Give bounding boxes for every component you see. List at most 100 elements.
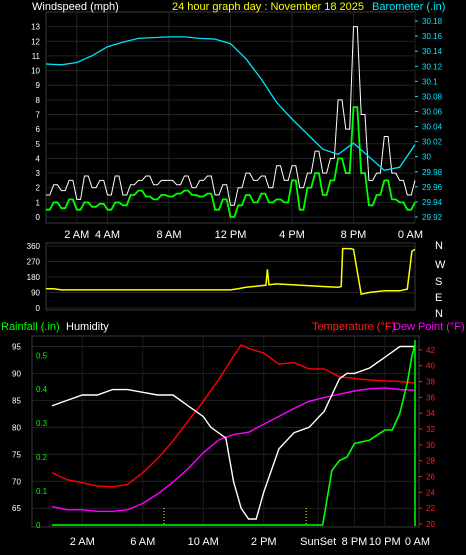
wind-direction-grid: [46, 245, 415, 309]
temperature-axis-label: Temperature (°F): [312, 321, 395, 333]
temperature-tick-label: 38: [426, 378, 435, 387]
barometer-tick-label: 30.02: [422, 138, 443, 147]
rain-x-tick-label: 8 PM: [342, 536, 368, 548]
dew-point-axis-label: Dew Point (°F): [393, 321, 465, 333]
rain-humidity-frame: [31, 335, 420, 528]
humidity-tick-label: 75: [12, 450, 21, 459]
wind-gust-line: [46, 26, 416, 206]
barometer-tick-label: 30.14: [422, 47, 443, 56]
compass-label: S: [435, 276, 442, 288]
humidity-axis: 65 70 75 80 85 90 95: [12, 342, 21, 513]
rain-x-axis: 2 AM 6 AM 10 AM 2 PM SunSet 8 PM 10 PM 0 AM: [70, 536, 430, 548]
wind-x-tick-label: 4 AM: [95, 229, 120, 241]
temperature-tick-label: 36: [426, 393, 435, 402]
direction-tick-label: 90: [31, 289, 40, 298]
rainfall-tick-label: 0.5: [36, 351, 48, 360]
rainfall-tick-label: 0.3: [36, 419, 48, 428]
windspeed-tick-label: 2: [36, 184, 41, 193]
barometer-line: [45, 36, 416, 171]
wind-x-tick-label: 0 AM: [398, 229, 423, 241]
direction-tick-label: 360: [27, 242, 41, 251]
rainfall-tick-label: 0.2: [36, 453, 48, 462]
rainfall-tick-label: 0.4: [36, 385, 48, 394]
humidity-axis-label: Humidity: [66, 321, 109, 333]
humidity-line: [51, 345, 415, 520]
windspeed-tick-label: 4: [36, 154, 41, 163]
compass-label: W: [435, 259, 446, 271]
rain-x-tick-label: SunSet: [300, 536, 336, 548]
rain-x-tick-label: 2 AM: [70, 536, 95, 548]
rainfall-tick-label: 0: [36, 521, 41, 530]
windspeed-tick-label: 10: [31, 67, 40, 76]
windspeed-tick-label: 6: [36, 125, 41, 134]
humidity-tick-label: 90: [12, 369, 21, 378]
barometer-tick-label: 30.04: [422, 123, 443, 132]
humidity-tick-label: 80: [12, 423, 21, 432]
dew-point-line: [51, 387, 416, 512]
windspeed-tick-label: 12: [31, 37, 40, 46]
rain-humidity-series: [51, 340, 416, 526]
temperature-tick-label: 20: [426, 520, 435, 529]
barometer-tick-label: 30: [422, 153, 431, 162]
graph-title: 24 hour graph day : November 18 2025: [172, 1, 364, 13]
wind-barometer-series: [45, 26, 416, 218]
direction-tick-label: 0: [36, 304, 41, 313]
rainfall-line: [52, 344, 416, 526]
rain-x-tick-label: 0 AM: [405, 536, 430, 548]
humidity-tick-label: 65: [12, 504, 21, 513]
barometer-tick-label: 29.98: [422, 168, 443, 177]
wind-direction-series: [46, 247, 416, 296]
temperature-tick-label: 40: [426, 362, 435, 371]
temperature-tick-label: 42: [426, 346, 435, 355]
humidity-tick-label: 70: [12, 477, 21, 486]
windspeed-tick-label: 5: [36, 140, 41, 149]
humidity-tick-label: 95: [12, 342, 21, 351]
rainfall-tick-label: 0.1: [36, 487, 48, 496]
temperature-tick-label: 34: [426, 409, 435, 418]
humidity-tick-label: 85: [12, 396, 21, 405]
wind-direction-line: [46, 247, 416, 296]
windspeed-tick-label: 7: [36, 111, 41, 120]
windspeed-tick-label: 3: [36, 169, 41, 178]
windspeed-tick-label: 0: [36, 213, 41, 222]
barometer-axis: 29.92 29.94 29.96 29.98 30 30.02 30.04 30.06 30.…: [415, 17, 443, 222]
direction-degree-axis: 360 270 180 90 0: [27, 242, 41, 313]
barometer-tick-label: 30.08: [422, 92, 443, 101]
barometer-tick-label: 30.16: [422, 32, 443, 41]
rainfall-axis-label: Rainfall (.in): [1, 321, 60, 333]
windspeed-tick-label: 11: [32, 52, 41, 61]
barometer-axis-label: Barometer (.in): [372, 1, 445, 13]
wind-x-tick-label: 12 PM: [215, 229, 247, 241]
rain-x-tick-label: 6 AM: [130, 536, 155, 548]
wind-x-tick-label: 8 AM: [156, 229, 181, 241]
temperature-line: [51, 344, 416, 488]
temperature-tick-label: 28: [426, 457, 435, 466]
rain-x-tick-label: 2 PM: [251, 536, 277, 548]
wind-x-axis: 2 AM 4 AM 8 AM 12 PM 4 PM 8 PM 0 AM: [64, 229, 423, 241]
windspeed-tick-label: 13: [31, 23, 40, 32]
temperature-tick-label: 24: [426, 488, 435, 497]
temperature-tick-label: 26: [426, 473, 435, 482]
compass-label: N: [435, 308, 443, 320]
windspeed-tick-label: 8: [36, 96, 41, 105]
barometer-tick-label: 30.1: [422, 77, 438, 86]
rain-humidity-grid: [32, 336, 419, 527]
wind-average-line: [46, 106, 416, 218]
rainfall-axis: 0 0.1 0.2 0.3 0.4 0.5: [36, 351, 48, 530]
windspeed-tick-label: 1: [36, 198, 41, 207]
barometer-tick-label: 30.18: [422, 17, 443, 26]
direction-tick-label: 270: [27, 258, 41, 267]
temperature-tick-label: 22: [426, 504, 435, 513]
rain-x-tick-label: 10 AM: [188, 536, 219, 548]
barometer-tick-label: 30.12: [422, 62, 443, 71]
temperature-tick-label: 32: [426, 425, 435, 434]
barometer-tick-label: 29.96: [422, 183, 443, 192]
temperature-axis: 20 22 24 26 28 30 32 34 36 38 40 42: [419, 346, 435, 529]
compass-label: E: [435, 292, 442, 304]
barometer-tick-label: 29.94: [422, 198, 443, 207]
windspeed-tick-label: 9: [36, 81, 41, 90]
temperature-tick-label: 30: [426, 441, 435, 450]
